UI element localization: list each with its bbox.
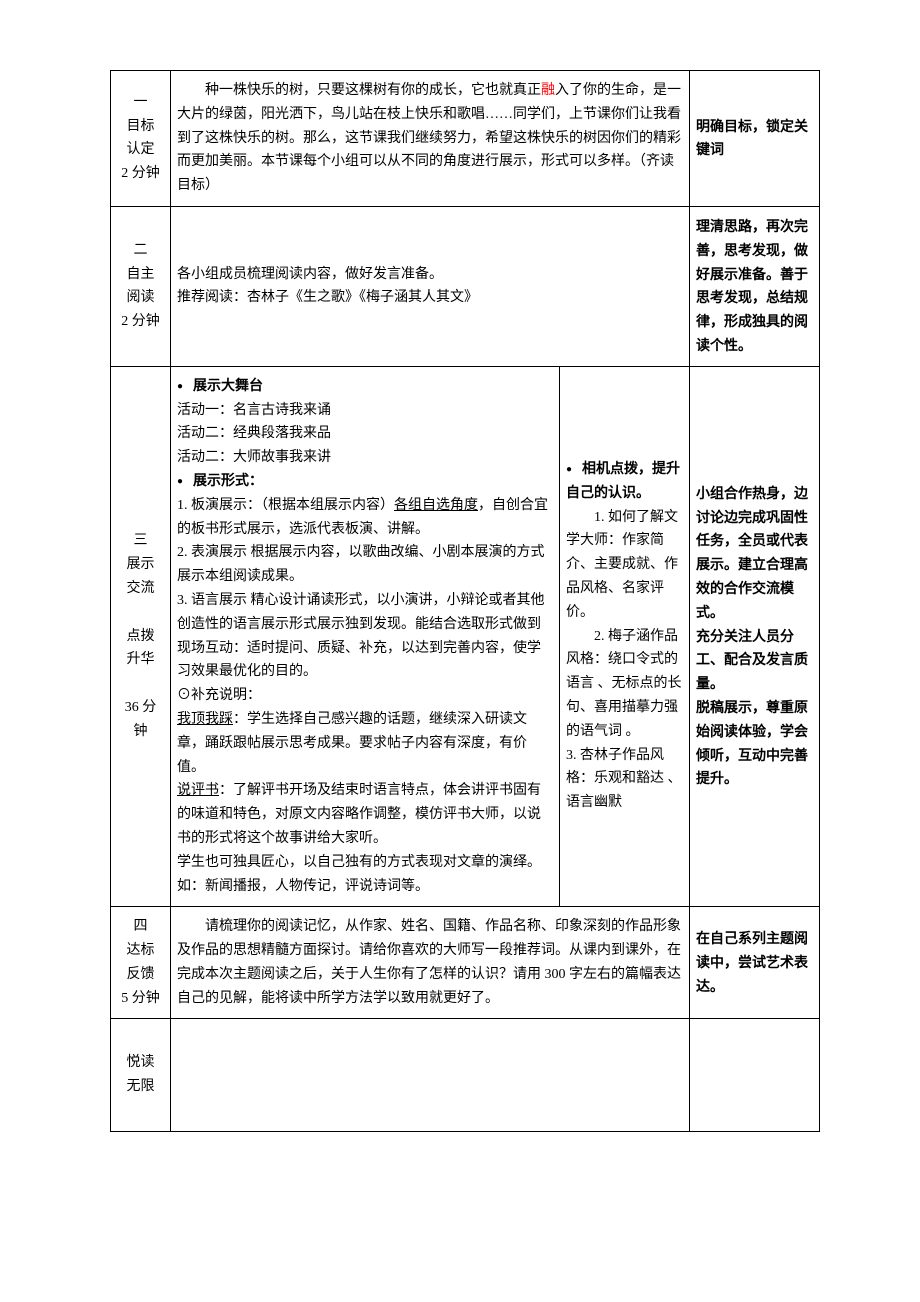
label-line: 5 分钟 [121, 991, 160, 1006]
table-row: 四 达标 反馈 5 分钟 请梳理你的阅读记忆，从作家、姓名、国籍、作品名称、印象… [111, 907, 820, 1019]
stage-content-2: 各小组成员梳理阅读内容，做好发言准备。推荐阅读：杏林子《生之歌》《梅子涵其人其文… [171, 206, 690, 366]
label-line: 反馈 [127, 967, 155, 982]
lesson-plan-table: 一 目标 认定 2 分钟 种一株快乐的树，只要这棵树有你的成长，它也就真正融入了… [110, 70, 820, 1132]
label-line: 阅读 [127, 290, 155, 305]
stage-content-3-sub: 相机点拨，提升自己的认识。 1. 如何了解文学大师：作家简介、主要成就、作品风格… [560, 366, 690, 907]
label-line: 达标 [127, 943, 155, 958]
table-row: 二 自主 阅读 2 分钟 各小组成员梳理阅读内容，做好发言准备。推荐阅读：杏林子… [111, 206, 820, 366]
label-line: 交流 [127, 581, 155, 596]
label-line: 悦读 [127, 1055, 155, 1070]
label-line: 钟 [134, 724, 148, 739]
table-row: 三 展示 交流 点拨 升华 36 分 钟 展示大舞台活动一：名言古诗我来诵活动二… [111, 366, 820, 907]
label-line: 认定 [127, 142, 155, 157]
label-line: 展示 [127, 557, 155, 572]
label-line: 点拨 [127, 629, 155, 644]
stage-note-2: 理清思路，再次完善，思考发现，做好展示准备。善于思考发现，总结规律，形成独具的阅… [690, 206, 820, 366]
stage-label-4: 四 达标 反馈 5 分钟 [111, 907, 171, 1019]
label-line: 2 分钟 [121, 314, 160, 329]
stage-content-1: 种一株快乐的树，只要这棵树有你的成长，它也就真正融入了你的生命，是一大片的绿茵，… [171, 71, 690, 207]
stage-content-3-main: 展示大舞台活动一：名言古诗我来诵活动二：经典段落我来品活动二：大师故事我来讲展示… [171, 366, 560, 907]
label-line: 一 [134, 95, 148, 110]
label-line: 升华 [127, 652, 155, 667]
stage-label-3: 三 展示 交流 点拨 升华 36 分 钟 [111, 366, 171, 907]
stage-label-2: 二 自主 阅读 2 分钟 [111, 206, 171, 366]
label-line: 自主 [127, 267, 155, 282]
stage-note-4: 在自己系列主题阅读中，尝试艺术表达。 [690, 907, 820, 1019]
stage-content-5 [171, 1019, 690, 1131]
stage-note-5 [690, 1019, 820, 1131]
stage-label-5: 悦读 无限 [111, 1019, 171, 1131]
table-row: 悦读 无限 [111, 1019, 820, 1131]
label-line: 2 分钟 [121, 166, 160, 181]
label-line: 三 [134, 533, 148, 548]
stage-label-1: 一 目标 认定 2 分钟 [111, 71, 171, 207]
label-line: 四 [134, 919, 148, 934]
label-line: 目标 [127, 119, 155, 134]
table-body: 一 目标 认定 2 分钟 种一株快乐的树，只要这棵树有你的成长，它也就真正融入了… [111, 71, 820, 1132]
stage-content-4: 请梳理你的阅读记忆，从作家、姓名、国籍、作品名称、印象深刻的作品形象及作品的思想… [171, 907, 690, 1019]
document-page: 一 目标 认定 2 分钟 种一株快乐的树，只要这棵树有你的成长，它也就真正融入了… [0, 0, 920, 1192]
stage-note-3: 小组合作热身，边讨论边完成巩固性任务，全员或代表展示。建立合理高效的合作交流模式… [690, 366, 820, 907]
stage-note-1: 明确目标，锁定关键词 [690, 71, 820, 207]
label-line: 二 [134, 243, 148, 258]
table-row: 一 目标 认定 2 分钟 种一株快乐的树，只要这棵树有你的成长，它也就真正融入了… [111, 71, 820, 207]
label-line: 无限 [127, 1079, 155, 1094]
label-line: 36 分 [125, 700, 157, 715]
